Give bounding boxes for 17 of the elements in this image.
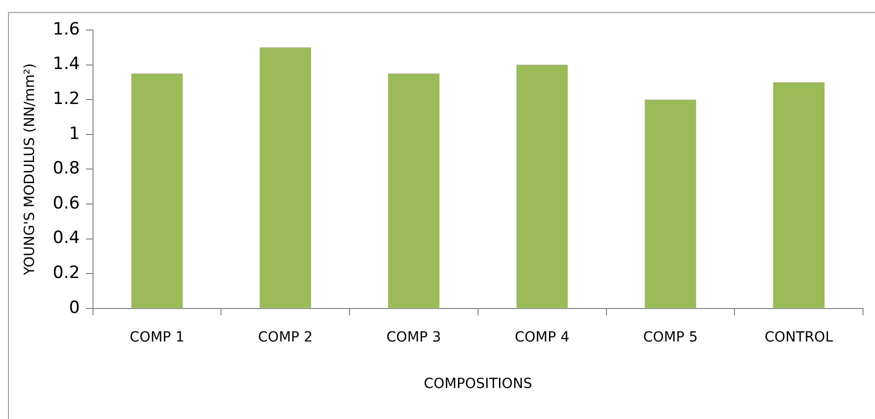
y-tick-label: 0.4: [52, 228, 80, 248]
x-tick-label: CONTROL: [764, 329, 834, 346]
y-tick-label: 1.2: [52, 89, 80, 110]
y-tick-label: 1.4: [52, 54, 80, 74]
y-tick-label: 0.2: [52, 263, 80, 284]
x-axis-title: COMPOSITIONS: [424, 376, 532, 392]
x-tick-label: COMP 1: [130, 329, 184, 346]
y-tick-label: 1: [69, 124, 80, 144]
y-tick-label: 0.6: [52, 193, 80, 214]
y-tick-label: 1.6: [52, 19, 80, 40]
x-tick-label: COMP 4: [514, 329, 570, 346]
x-tick-label: COMP 3: [386, 329, 442, 346]
y-tick-label: 0.8: [52, 158, 80, 179]
y-tick-label: 0: [69, 298, 80, 318]
x-tick-label: COMP 5: [643, 329, 698, 346]
y-axis-title: YOUNG'S MODULUS (NN/mm²): [22, 63, 38, 276]
x-tick-label: COMP 2: [258, 329, 313, 346]
